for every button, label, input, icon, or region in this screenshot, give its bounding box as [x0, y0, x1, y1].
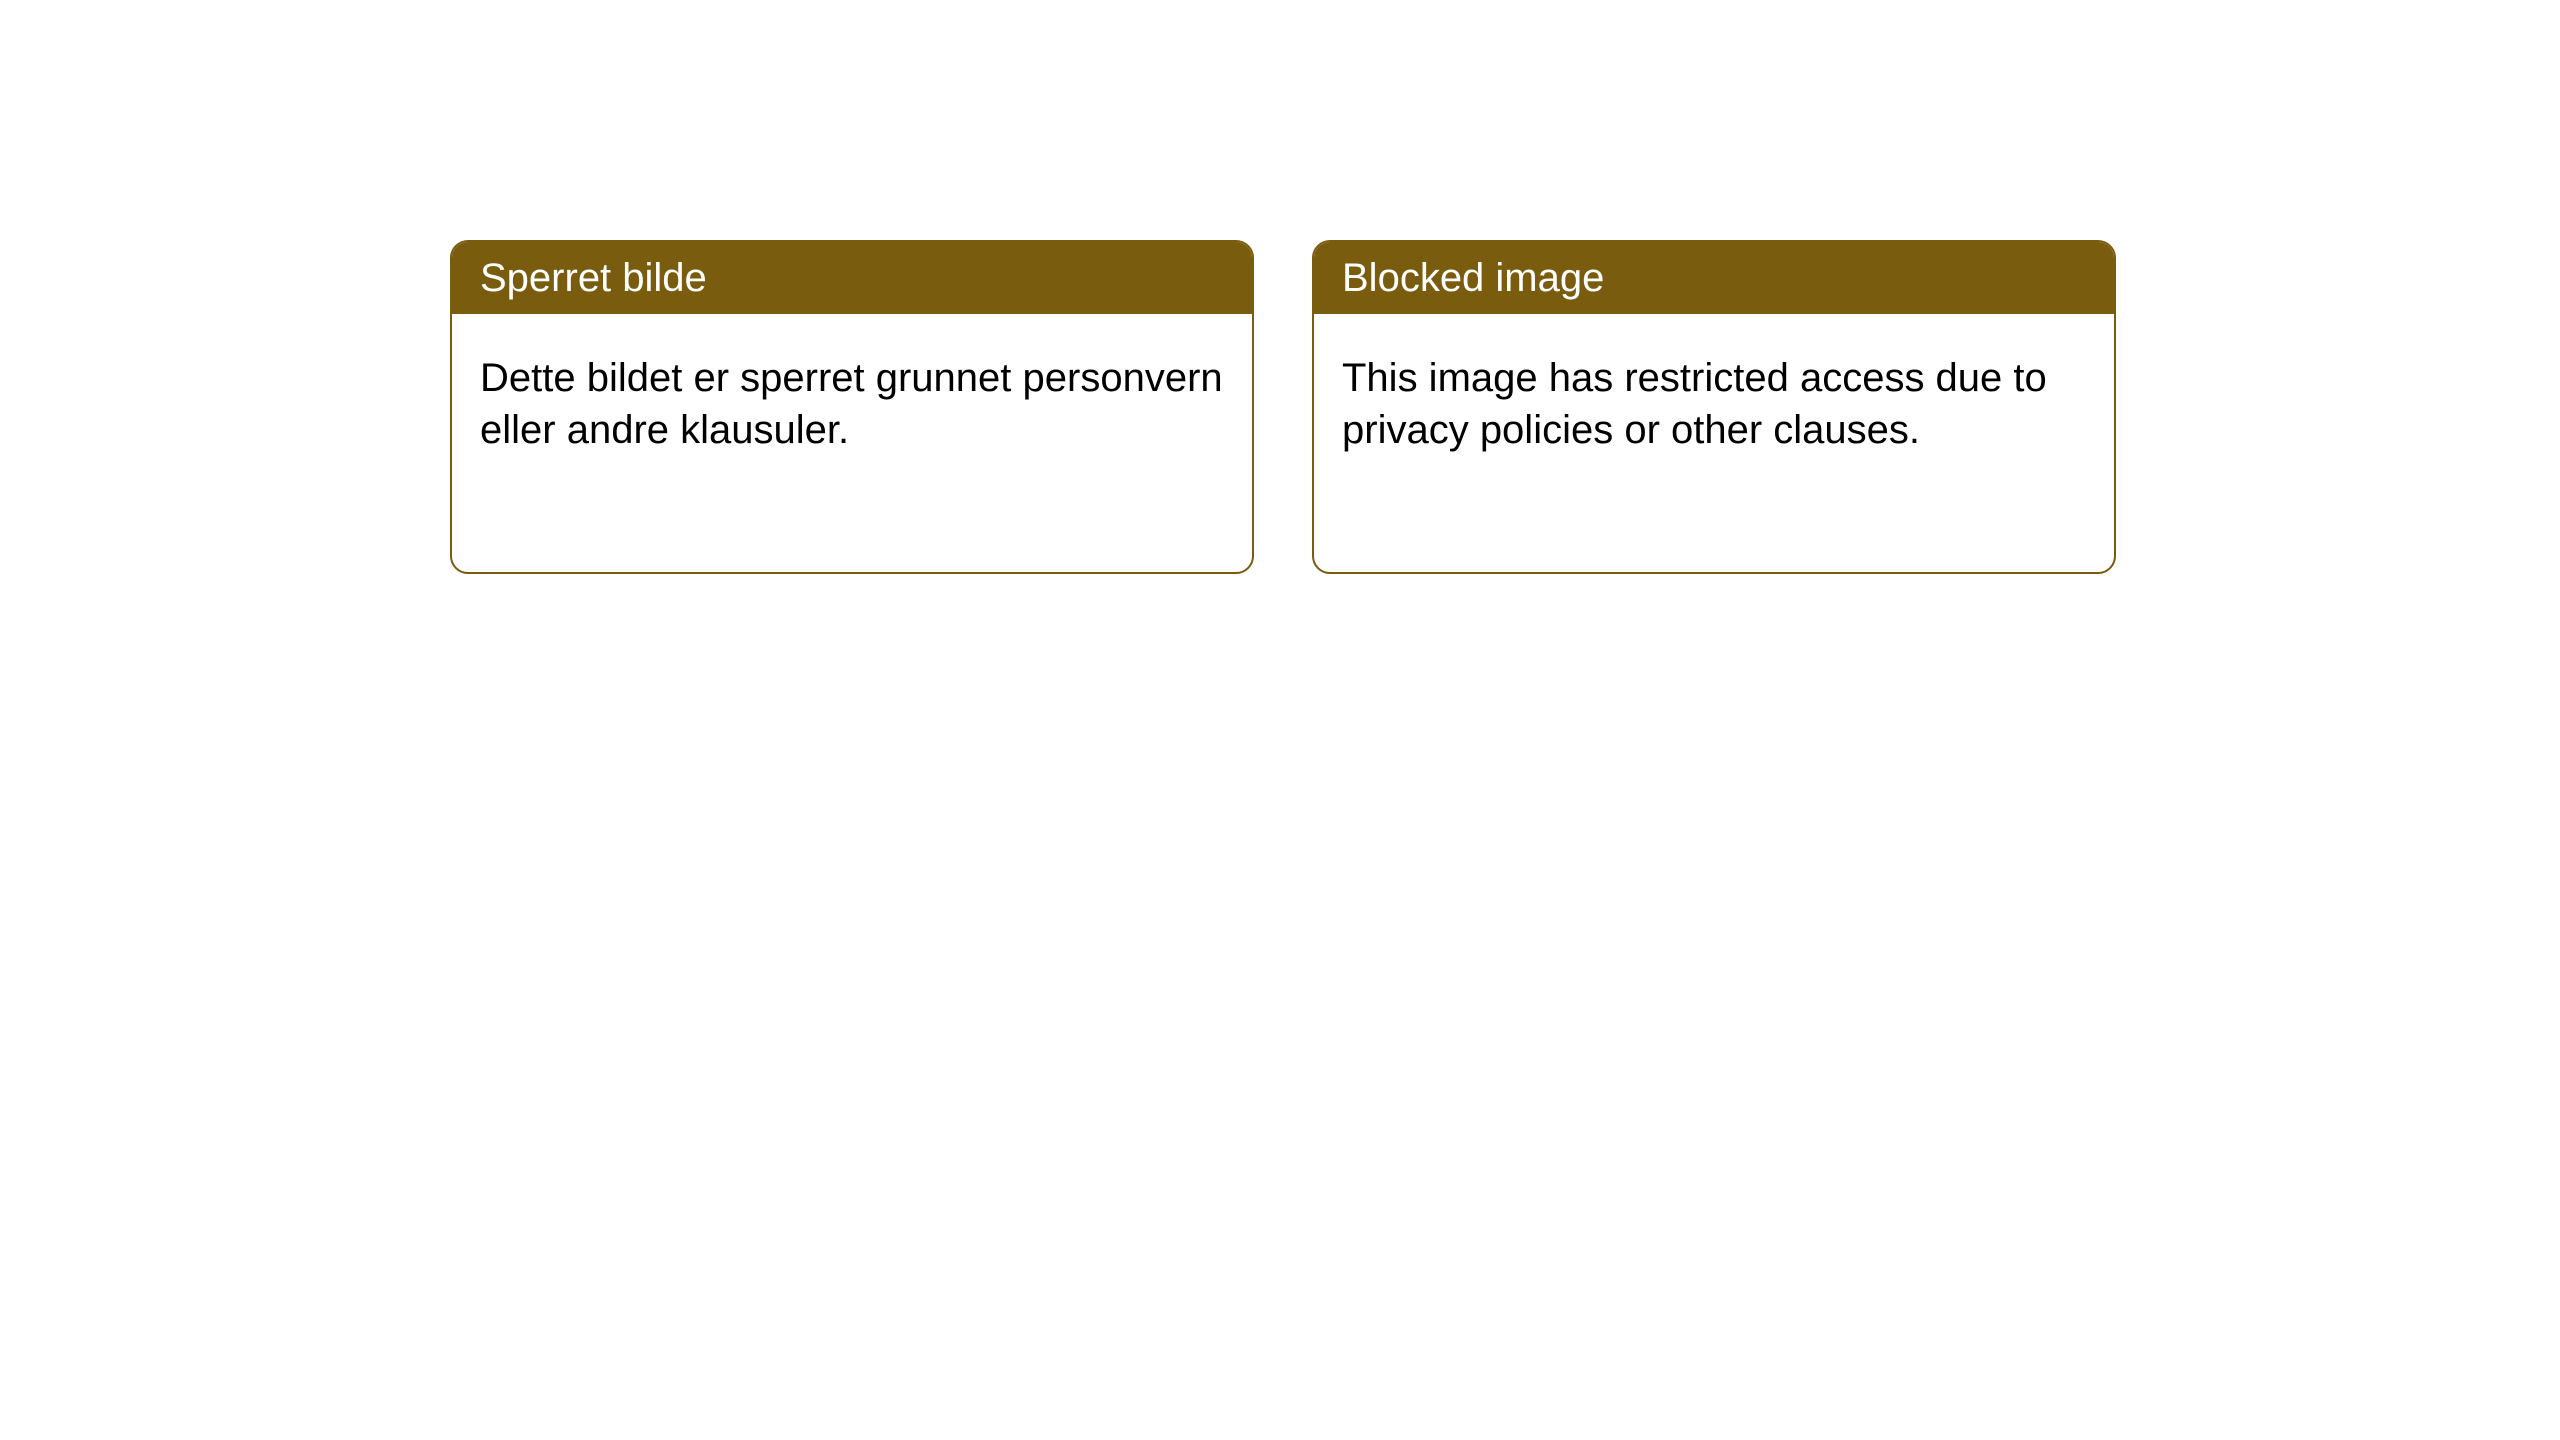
notice-card-header: Blocked image: [1314, 242, 2114, 314]
notice-card-norwegian: Sperret bilde Dette bildet er sperret gr…: [450, 240, 1254, 574]
notice-card-body: This image has restricted access due to …: [1314, 314, 2114, 494]
notice-card-body: Dette bildet er sperret grunnet personve…: [452, 314, 1252, 494]
notice-card-english: Blocked image This image has restricted …: [1312, 240, 2116, 574]
notice-container: Sperret bilde Dette bildet er sperret gr…: [0, 0, 2560, 574]
notice-card-header: Sperret bilde: [452, 242, 1252, 314]
